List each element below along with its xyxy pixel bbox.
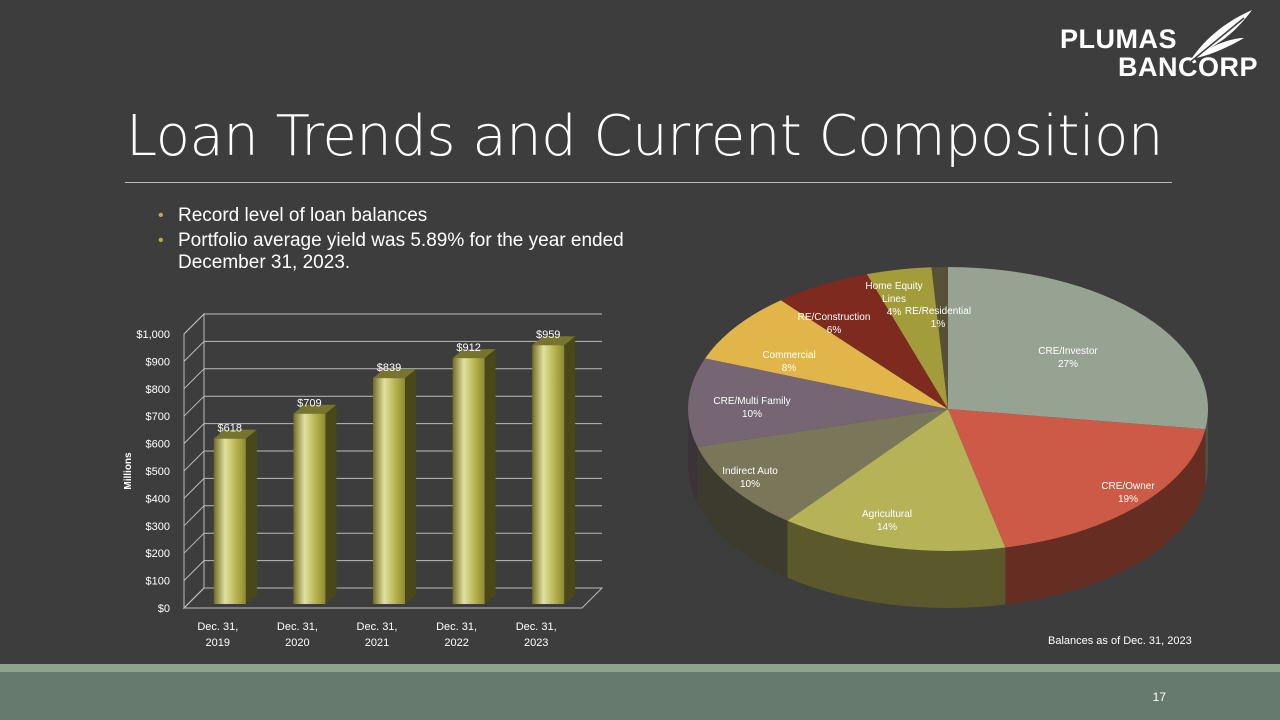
gridline-side	[183, 560, 205, 581]
pie-labels: CRE/Investor 27% CRE/Owner 19% Agricultural 1…	[713, 281, 1155, 533]
y-tick-label: $900	[146, 356, 170, 368]
bar	[293, 413, 326, 604]
pie-slice-label: CRE/Investor 27%	[1038, 346, 1098, 370]
feather-icon	[1187, 10, 1252, 65]
y-tick-label: $200	[146, 548, 170, 560]
slide-title: Loan Trends and Current Composition	[126, 104, 1163, 169]
pie-slice-side	[1005, 429, 1206, 605]
pie-slice-label: Indirect Auto 10%	[722, 466, 778, 490]
y-tick-label: $400	[146, 493, 170, 505]
bar-side	[325, 404, 337, 604]
x-tick-label: Dec. 31, 2022	[436, 621, 477, 649]
x-tick-label: Dec. 31, 2023	[516, 621, 557, 649]
logo-text-line1: PLUMAS	[1060, 24, 1177, 54]
gridline-side	[183, 423, 205, 444]
x-tick-label: Dec. 31, 2020	[277, 621, 318, 649]
pie-slice-label: CRE/Owner 19%	[1101, 481, 1155, 505]
bar-value-label: $839	[377, 362, 401, 374]
bar-side	[405, 369, 416, 604]
pie-sides	[688, 409, 1208, 608]
y-tick-label: $300	[146, 521, 170, 533]
balances-note: Balances as of Dec. 31, 2023	[1048, 635, 1192, 647]
gridline-side	[183, 368, 205, 390]
y-tick-label: $500	[146, 466, 170, 478]
pie-slice-label: Commercial 8%	[762, 350, 815, 374]
bar-value-label: $709	[297, 398, 321, 410]
bullet-dot-icon: •	[158, 232, 164, 249]
title-divider	[125, 182, 1172, 183]
y-tick-label: $700	[146, 411, 170, 423]
x-tick-label: Dec. 31, 2021	[357, 621, 398, 649]
loan-composition-pie-chart: CRE/Investor 27% CRE/Owner 19% Agricultural 1…	[688, 267, 1208, 608]
pie-slice	[948, 409, 1206, 548]
bar-side	[564, 336, 576, 604]
gridline-side	[183, 505, 205, 527]
pie-slice-label: Agricultural 14%	[862, 509, 912, 533]
pie-slice	[787, 409, 1006, 551]
y-axis-title: Millions	[123, 452, 134, 490]
pie-tops	[688, 267, 1208, 551]
bar-top	[293, 404, 337, 414]
bar-side	[484, 349, 496, 604]
bar-side	[245, 429, 257, 604]
page-number: 17	[1152, 690, 1166, 704]
pie-slice-side	[1205, 409, 1208, 487]
gridline-side	[183, 341, 205, 362]
bar-top	[452, 349, 496, 359]
gridline-side	[183, 313, 205, 335]
bar-top	[213, 429, 257, 439]
footer-bar	[0, 672, 1280, 720]
bar-top	[373, 369, 416, 379]
pie-slice	[705, 300, 948, 409]
pie-slice-label: Home Equity Lines 4%	[865, 281, 922, 318]
gridline-side	[183, 450, 205, 472]
bullet-item: • Record level of loan balances	[158, 205, 658, 227]
bar	[213, 438, 246, 604]
floor	[182, 587, 604, 609]
footer-accent-line	[0, 664, 1280, 672]
logo-text-line2: BANCORP	[1118, 52, 1259, 82]
gridline-side	[183, 478, 205, 499]
bullet-item: • Portfolio average yield was 5.89% for t…	[158, 230, 658, 274]
pie-slice-label: RE/Construction 6%	[798, 312, 871, 336]
bullet-text: Portfolio average yield was 5.89% for th…	[178, 230, 624, 273]
gridline-side	[183, 532, 205, 554]
pie-slice	[697, 409, 948, 521]
pie-slice-side	[688, 409, 698, 504]
gridline-side	[183, 395, 205, 417]
pie-slice-label: RE/Residential 1%	[905, 306, 971, 330]
bar-top	[532, 336, 576, 346]
bar-value-label: $618	[218, 423, 242, 435]
bar-value-label: $959	[536, 329, 560, 341]
x-tick-label: Dec. 31, 2019	[197, 621, 238, 649]
bar	[532, 345, 565, 604]
bar	[373, 378, 405, 604]
bullet-text: Record level of loan balances	[178, 205, 428, 226]
y-tick-label: $800	[146, 384, 170, 396]
pie-slice-side	[787, 520, 1006, 608]
bullet-dot-icon: •	[158, 207, 164, 224]
plumas-bancorp-logo: PLUMAS BANCORP	[1056, 10, 1276, 82]
y-tick-label: $600	[146, 439, 170, 451]
y-tick-label: $0	[158, 603, 170, 615]
bar	[452, 358, 485, 604]
y-tick-label: $1,000	[136, 329, 170, 341]
bullet-list: • Record level of loan balances • Portfoli…	[158, 205, 658, 277]
pie-slice	[948, 267, 1208, 430]
pie-slice-label: CRE/Multi Family 10%	[713, 396, 790, 420]
y-tick-label: $100	[146, 576, 170, 588]
pie-slice	[931, 267, 948, 409]
pie-slice-side	[697, 446, 788, 578]
pie-slice	[866, 267, 948, 409]
bar-value-label: $912	[456, 342, 480, 354]
loan-balance-bar-chart: $0 $100 $200 $300 $400 $500 $600 $700 $800 $900 $1…	[123, 312, 604, 649]
pie-slice	[780, 274, 948, 409]
pie-slice	[688, 358, 948, 447]
